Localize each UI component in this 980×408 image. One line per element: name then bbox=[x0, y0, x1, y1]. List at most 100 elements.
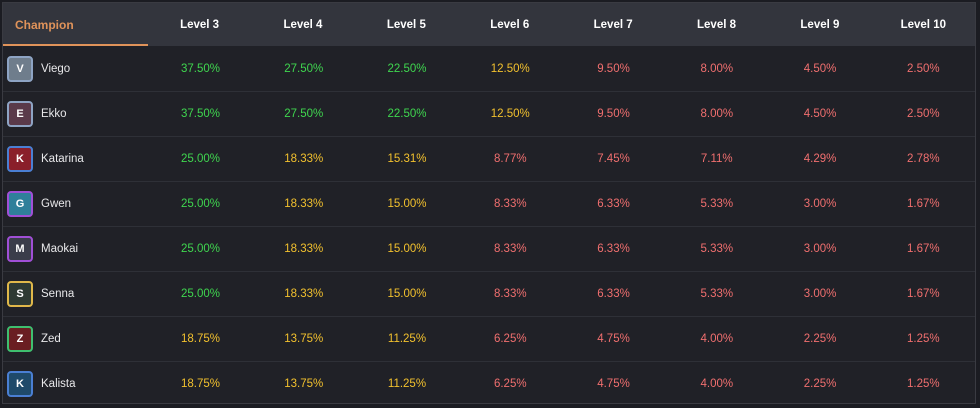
odds-value: 12.50% bbox=[490, 62, 530, 75]
odds-value: 8.00% bbox=[700, 62, 734, 75]
odds-value: 6.25% bbox=[493, 333, 527, 345]
table-row[interactable]: S Senna 25.00% 18.33% 15.00% 8.33% 6.33% 5.33% 3… bbox=[3, 271, 975, 316]
champion-portrait-icon: S bbox=[7, 281, 33, 307]
champion-name: Gwen bbox=[41, 198, 72, 210]
odds-value: 4.75% bbox=[597, 333, 630, 345]
odds-value: 9.50% bbox=[597, 108, 630, 120]
odds-value: 3.00% bbox=[803, 198, 837, 210]
odds-value: 2.50% bbox=[907, 62, 940, 75]
level-column-header[interactable]: Level 10 bbox=[900, 18, 946, 31]
champion-cell: K Katarina bbox=[3, 146, 149, 172]
odds-value: 12.50% bbox=[490, 108, 530, 120]
table-header: Champion Level 3 Level 4 Level 5 Level 6 Lev… bbox=[3, 3, 975, 46]
odds-value: 18.75% bbox=[180, 333, 220, 345]
odds-value: 4.50% bbox=[803, 108, 837, 120]
champion-portrait-icon: M bbox=[7, 236, 33, 262]
champion-cell: V Viego bbox=[3, 55, 149, 82]
odds-value: 25.00% bbox=[180, 198, 220, 210]
level-headers: Level 3 Level 4 Level 5 Level 6 Level 7 Level… bbox=[148, 19, 975, 31]
champion-portrait-icon: K bbox=[7, 146, 33, 172]
table-row[interactable]: K Kalista 18.75% 13.75% 11.25% 6.25% 4.75% 4.00… bbox=[3, 361, 975, 403]
odds-value: 37.50% bbox=[180, 108, 220, 120]
odds-value: 6.25% bbox=[493, 378, 527, 390]
champion-portrait-icon: E bbox=[7, 101, 33, 127]
odds-value: 5.33% bbox=[700, 198, 734, 210]
odds-value: 4.50% bbox=[803, 62, 837, 75]
odds-value: 25.00% bbox=[180, 288, 220, 300]
odds-value: 27.50% bbox=[284, 62, 324, 75]
odds-value: 7.45% bbox=[597, 153, 630, 165]
table-row[interactable]: E Ekko 37.50% 27.50% 22.50% 12.50% 9.50% 8.00% 4… bbox=[3, 91, 975, 136]
champion-portrait-icon: Z bbox=[7, 326, 33, 352]
odds-value: 13.75% bbox=[284, 333, 324, 345]
level-column-header[interactable]: Level 6 bbox=[490, 18, 530, 31]
odds-value: 4.00% bbox=[700, 378, 734, 390]
level-column-header[interactable]: Level 5 bbox=[386, 18, 426, 31]
odds-value: 15.00% bbox=[387, 243, 427, 255]
odds-value: 3.00% bbox=[803, 243, 837, 255]
table-row[interactable]: G Gwen 25.00% 18.33% 15.00% 8.33% 6.33% 5.33% 3.… bbox=[3, 181, 975, 226]
champion-cell: G Gwen bbox=[3, 191, 149, 217]
odds-value: 2.50% bbox=[907, 108, 940, 120]
odds-value: 1.67% bbox=[907, 288, 940, 300]
odds-value: 4.75% bbox=[597, 378, 630, 390]
champion-cell: E Ekko bbox=[3, 101, 149, 127]
odds-value: 25.00% bbox=[180, 153, 220, 165]
odds-value: 5.33% bbox=[700, 288, 734, 300]
champion-cell: M Maokai bbox=[3, 236, 149, 262]
table-body: V Viego 37.50% 27.50% 22.50% 12.50% 9.50% 8.00%… bbox=[3, 46, 975, 403]
odds-value: 13.75% bbox=[284, 378, 324, 390]
champion-portrait-icon: G bbox=[7, 191, 33, 217]
level-column-header[interactable]: Level 3 bbox=[180, 18, 220, 31]
odds-value: 18.33% bbox=[284, 198, 324, 210]
odds-value: 8.00% bbox=[700, 108, 734, 120]
odds-value: 18.33% bbox=[284, 288, 324, 300]
table-row[interactable]: M Maokai 25.00% 18.33% 15.00% 8.33% 6.33% 5.33%… bbox=[3, 226, 975, 271]
odds-value: 15.31% bbox=[387, 153, 427, 165]
champion-portrait-icon: K bbox=[7, 371, 33, 397]
odds-table: Champion Level 3 Level 4 Level 5 Level 6 Lev… bbox=[2, 2, 976, 404]
table-row[interactable]: Z Zed 18.75% 13.75% 11.25% 6.25% 4.75% 4.00% 2.2… bbox=[3, 316, 975, 361]
odds-value: 1.25% bbox=[907, 333, 940, 345]
champion-cell: S Senna bbox=[3, 281, 149, 307]
odds-value: 11.25% bbox=[387, 333, 427, 345]
odds-value: 37.50% bbox=[180, 62, 220, 75]
level-column-header[interactable]: Level 9 bbox=[800, 18, 840, 31]
odds-value: 4.29% bbox=[803, 153, 837, 165]
champion-column-header[interactable]: Champion bbox=[3, 3, 148, 46]
odds-value: 25.00% bbox=[180, 243, 220, 255]
champion-name: Viego bbox=[41, 62, 71, 75]
champion-name: Zed bbox=[41, 333, 61, 345]
champion-portrait-icon: V bbox=[7, 55, 33, 82]
odds-value: 9.50% bbox=[597, 62, 630, 75]
odds-value: 15.00% bbox=[387, 288, 427, 300]
champion-name: Senna bbox=[41, 288, 75, 300]
champion-name: Maokai bbox=[41, 243, 79, 255]
odds-value: 1.67% bbox=[907, 243, 940, 255]
odds-value: 27.50% bbox=[284, 108, 324, 120]
odds-value: 5.33% bbox=[700, 243, 734, 255]
odds-value: 18.33% bbox=[284, 153, 324, 165]
odds-value: 18.75% bbox=[180, 378, 220, 390]
table-row[interactable]: V Viego 37.50% 27.50% 22.50% 12.50% 9.50% 8.00%… bbox=[3, 46, 975, 91]
odds-value: 8.77% bbox=[493, 153, 527, 165]
level-column-header[interactable]: Level 8 bbox=[697, 18, 737, 31]
odds-value: 2.25% bbox=[803, 333, 837, 345]
odds-value: 2.25% bbox=[803, 378, 837, 390]
odds-value: 8.33% bbox=[493, 198, 527, 210]
odds-value: 7.11% bbox=[700, 153, 733, 165]
champion-name: Ekko bbox=[41, 108, 67, 120]
level-column-header[interactable]: Level 4 bbox=[283, 18, 323, 31]
odds-value: 6.33% bbox=[597, 243, 630, 255]
odds-value: 8.33% bbox=[493, 288, 527, 300]
champion-cell: Z Zed bbox=[3, 326, 149, 352]
champion-name: Katarina bbox=[41, 153, 84, 165]
odds-value: 3.00% bbox=[803, 288, 837, 300]
odds-value: 2.78% bbox=[907, 153, 940, 165]
odds-value: 22.50% bbox=[387, 108, 427, 120]
level-column-header[interactable]: Level 7 bbox=[593, 18, 633, 31]
odds-value: 15.00% bbox=[387, 198, 427, 210]
table-row[interactable]: K Katarina 25.00% 18.33% 15.31% 8.77% 7.45% 7.1… bbox=[3, 136, 975, 181]
odds-value: 8.33% bbox=[493, 243, 527, 255]
odds-value: 1.25% bbox=[907, 378, 940, 390]
